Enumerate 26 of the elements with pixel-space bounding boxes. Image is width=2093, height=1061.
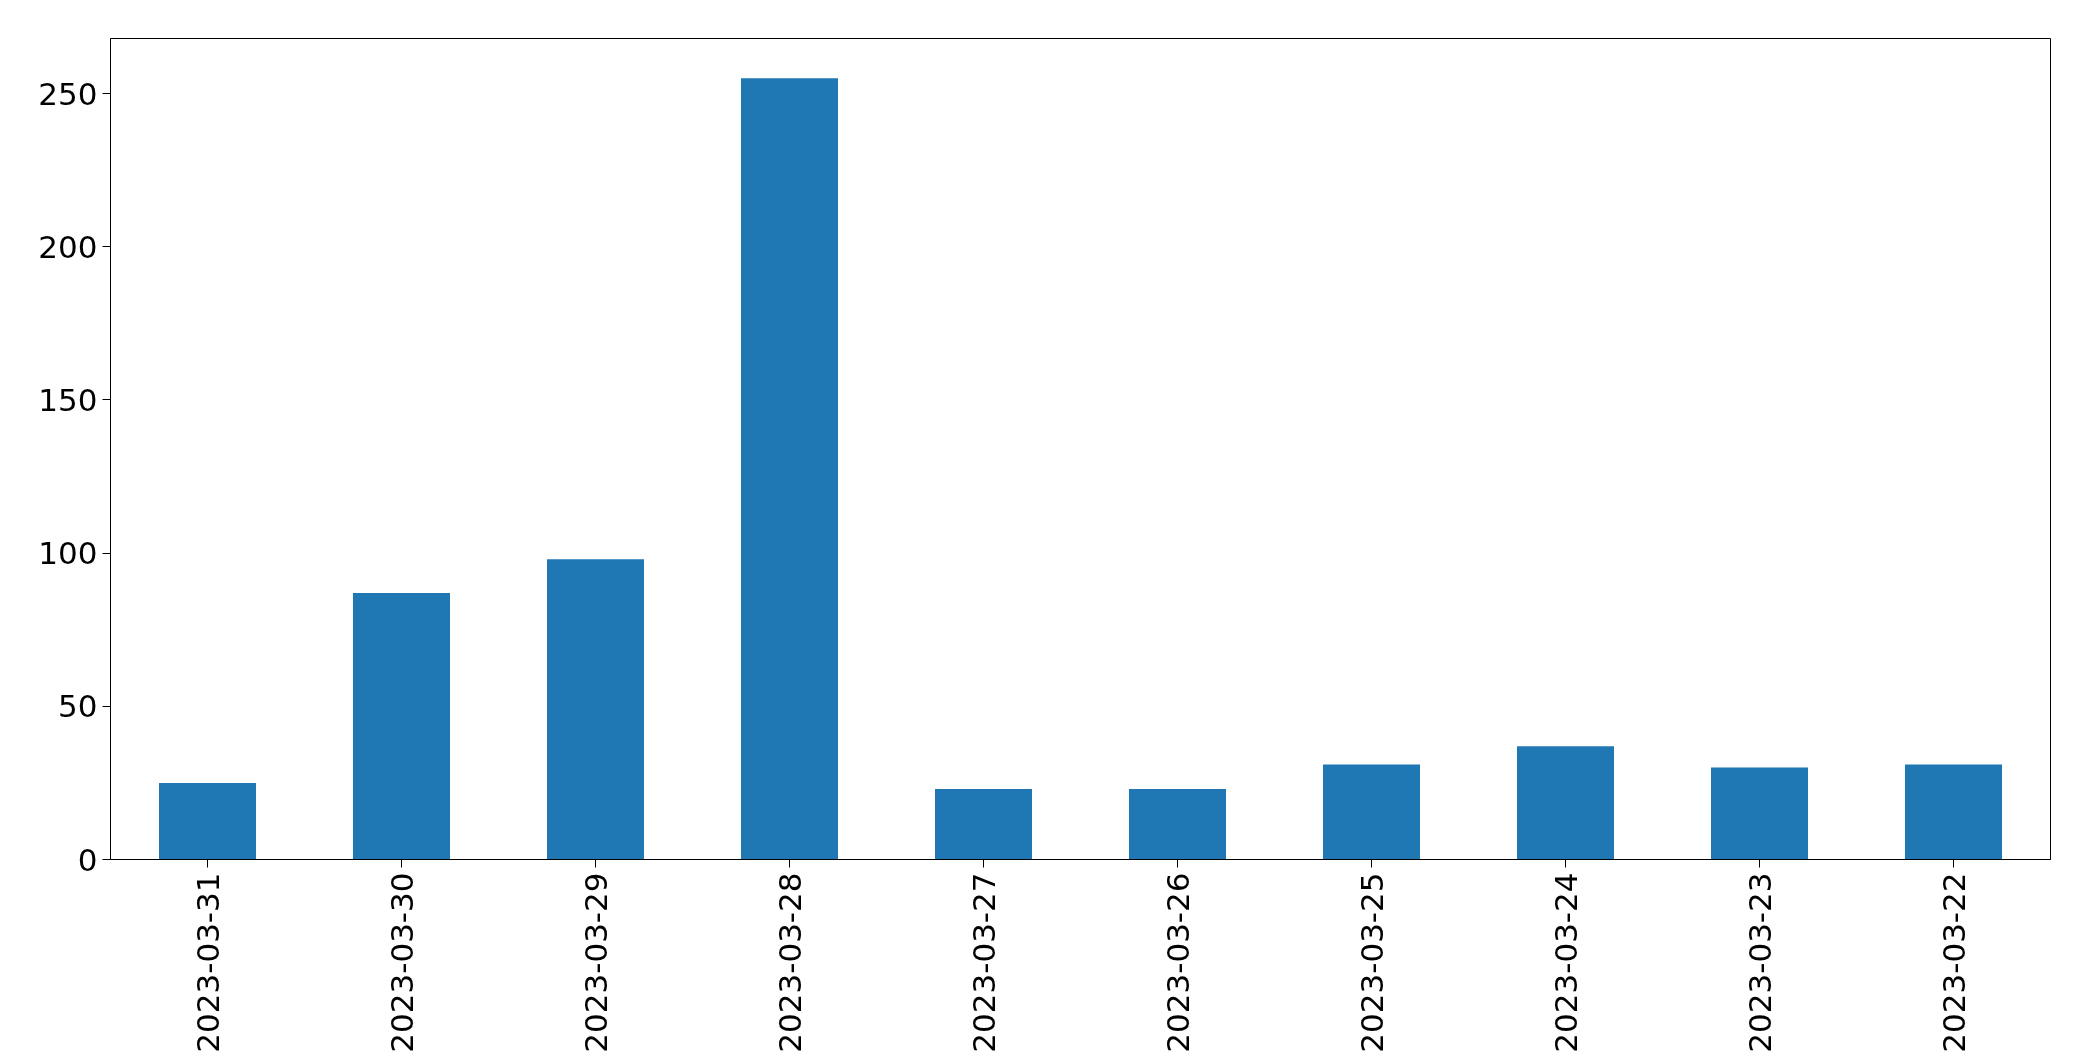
y-tick-label: 100 <box>38 535 98 572</box>
bar <box>1517 746 1614 860</box>
y-tick-label: 150 <box>38 381 98 418</box>
x-tick-label: 2023-03-25 <box>1353 872 1390 1053</box>
bar <box>935 789 1032 860</box>
bar <box>353 592 450 860</box>
bar <box>1129 789 1226 860</box>
y-tick-label: 250 <box>38 75 98 112</box>
bar <box>159 782 256 860</box>
x-tick-label: 2023-03-27 <box>965 872 1002 1053</box>
x-tick-label: 2023-03-23 <box>1741 872 1778 1053</box>
bar <box>741 78 838 860</box>
x-tick-label: 2023-03-29 <box>577 872 614 1053</box>
x-tick-label: 2023-03-28 <box>771 872 808 1053</box>
x-tick-label: 2023-03-22 <box>1935 872 1972 1053</box>
x-tick-label: 2023-03-30 <box>383 872 420 1053</box>
bar <box>1711 767 1808 860</box>
x-tick-label: 2023-03-24 <box>1547 872 1584 1053</box>
y-tick-label: 200 <box>38 228 98 265</box>
y-tick-label: 0 <box>77 841 98 878</box>
bar <box>1323 764 1420 860</box>
bar <box>547 559 644 860</box>
x-tick-label: 2023-03-26 <box>1159 872 1196 1053</box>
bar <box>1905 764 2002 860</box>
x-tick-label: 2023-03-31 <box>189 872 226 1053</box>
y-tick-label: 50 <box>58 688 98 725</box>
